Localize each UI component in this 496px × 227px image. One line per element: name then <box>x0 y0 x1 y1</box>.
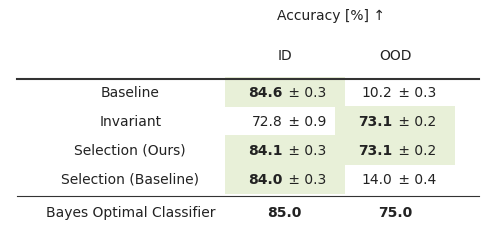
Text: 10.2: 10.2 <box>362 86 393 99</box>
Text: ± 0.3: ± 0.3 <box>284 143 326 157</box>
Text: ± 0.3: ± 0.3 <box>394 86 436 99</box>
Text: ± 0.2: ± 0.2 <box>394 114 436 128</box>
FancyBboxPatch shape <box>335 106 455 136</box>
Text: 14.0: 14.0 <box>362 172 393 186</box>
Text: 84.1: 84.1 <box>248 143 282 157</box>
Text: ± 0.4: ± 0.4 <box>394 172 436 186</box>
FancyBboxPatch shape <box>225 164 345 194</box>
Text: ± 0.9: ± 0.9 <box>284 114 326 128</box>
Text: 72.8: 72.8 <box>251 114 282 128</box>
FancyBboxPatch shape <box>225 135 345 165</box>
Text: Bayes Optimal Classifier: Bayes Optimal Classifier <box>46 205 215 219</box>
Text: ± 0.3: ± 0.3 <box>284 172 326 186</box>
Text: ID: ID <box>277 49 292 63</box>
Text: 84.0: 84.0 <box>248 172 282 186</box>
Text: Accuracy [%] ↑: Accuracy [%] ↑ <box>277 9 385 23</box>
Text: ± 0.2: ± 0.2 <box>394 143 436 157</box>
Text: ± 0.3: ± 0.3 <box>284 86 326 99</box>
FancyBboxPatch shape <box>225 77 345 107</box>
Text: 73.1: 73.1 <box>359 143 393 157</box>
Text: 73.1: 73.1 <box>359 114 393 128</box>
Text: OOD: OOD <box>379 49 411 63</box>
Text: 84.6: 84.6 <box>248 86 282 99</box>
Text: 75.0: 75.0 <box>378 205 412 219</box>
Text: Invariant: Invariant <box>99 114 161 128</box>
FancyBboxPatch shape <box>335 135 455 165</box>
Text: Selection (Baseline): Selection (Baseline) <box>62 172 199 186</box>
Text: Baseline: Baseline <box>101 86 160 99</box>
Text: 85.0: 85.0 <box>268 205 302 219</box>
Text: Selection (Ours): Selection (Ours) <box>74 143 186 157</box>
